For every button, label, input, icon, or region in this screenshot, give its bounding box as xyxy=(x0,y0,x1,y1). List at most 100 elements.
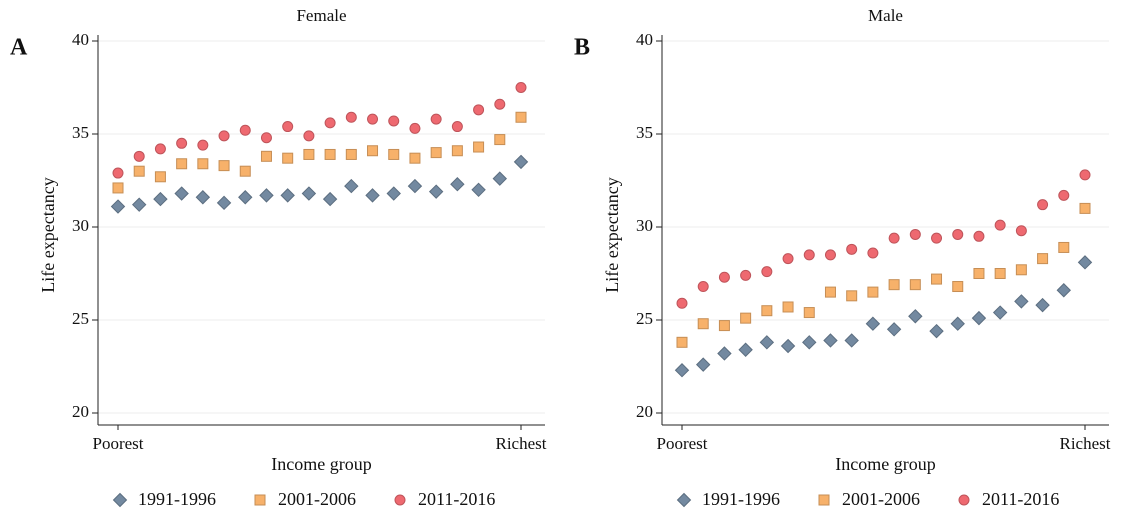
point xyxy=(717,346,732,361)
legend-label: 2001-2006 xyxy=(842,489,920,509)
y-tick-label: 20 xyxy=(636,402,653,421)
point xyxy=(218,130,230,142)
point xyxy=(154,143,166,155)
point xyxy=(888,279,900,291)
point xyxy=(740,269,752,281)
point xyxy=(846,243,858,255)
x-tick-label: Poorest xyxy=(657,434,708,453)
point xyxy=(324,117,336,129)
point xyxy=(992,305,1008,320)
point xyxy=(888,232,900,244)
point xyxy=(345,111,357,123)
x-axis-label: Income group xyxy=(271,454,371,474)
point xyxy=(407,178,423,194)
point xyxy=(824,249,836,261)
point xyxy=(409,122,421,134)
point xyxy=(365,188,380,203)
point xyxy=(886,322,902,337)
point xyxy=(110,199,126,214)
point xyxy=(1079,169,1091,181)
point xyxy=(1015,264,1027,276)
point xyxy=(303,148,315,160)
point xyxy=(174,186,189,201)
point xyxy=(674,363,690,378)
point xyxy=(1014,294,1029,309)
point xyxy=(239,165,251,177)
point xyxy=(450,177,465,192)
legend-label: 2011-2016 xyxy=(982,489,1059,509)
point xyxy=(1056,283,1071,298)
y-tick-label: 25 xyxy=(72,309,89,328)
point xyxy=(388,115,400,127)
point xyxy=(133,150,145,162)
point xyxy=(780,338,796,354)
y-tick-label: 30 xyxy=(72,216,89,235)
point xyxy=(430,147,442,159)
point xyxy=(761,305,773,317)
point xyxy=(428,184,444,199)
point xyxy=(973,230,985,242)
point xyxy=(515,111,527,123)
point xyxy=(865,316,881,331)
legend-label: 2011-2016 xyxy=(418,489,495,509)
y-axis-label: Life expectancy xyxy=(602,177,622,292)
point xyxy=(195,190,211,205)
point xyxy=(803,307,815,319)
point xyxy=(259,188,274,203)
point xyxy=(1077,255,1093,270)
point xyxy=(153,191,168,207)
point xyxy=(782,301,794,313)
panel-label: A xyxy=(10,35,28,61)
point xyxy=(718,271,730,283)
point xyxy=(1015,225,1027,237)
legend-marker xyxy=(394,494,406,506)
point xyxy=(176,137,188,149)
point xyxy=(931,232,943,244)
x-tick-label: Richest xyxy=(1060,434,1111,453)
point xyxy=(197,158,209,170)
point xyxy=(740,312,752,324)
point xyxy=(345,148,357,160)
point xyxy=(718,320,730,332)
point xyxy=(697,318,709,330)
point xyxy=(492,171,507,186)
y-tick-label: 40 xyxy=(636,30,653,49)
point xyxy=(494,98,506,110)
point xyxy=(430,113,442,125)
point xyxy=(239,124,251,136)
point xyxy=(112,182,124,194)
point xyxy=(344,178,359,194)
point xyxy=(513,154,529,170)
point xyxy=(952,281,964,293)
point xyxy=(133,165,145,177)
point xyxy=(761,266,773,278)
legend-label: 1991-1996 xyxy=(702,489,780,509)
point xyxy=(1037,199,1049,211)
legend-label: 2001-2006 xyxy=(278,489,356,509)
x-axis-label: Income group xyxy=(835,454,935,474)
y-tick-label: 30 xyxy=(636,216,653,235)
chart-title: Female xyxy=(296,6,346,25)
point xyxy=(280,188,295,203)
point xyxy=(367,145,379,157)
point xyxy=(176,158,188,170)
point xyxy=(515,82,527,93)
point xyxy=(494,134,506,146)
point xyxy=(1058,189,1070,201)
point xyxy=(908,309,923,324)
point xyxy=(260,150,272,162)
point xyxy=(216,195,232,211)
y-tick-label: 40 xyxy=(72,30,89,49)
point xyxy=(386,186,401,201)
point xyxy=(929,323,944,339)
point xyxy=(824,286,836,298)
panel-label: B xyxy=(574,35,590,61)
point xyxy=(301,186,317,201)
y-tick-label: 25 xyxy=(636,309,653,328)
point xyxy=(909,228,921,240)
point xyxy=(112,167,124,179)
point xyxy=(846,290,858,302)
x-tick-label: Richest xyxy=(496,434,547,453)
